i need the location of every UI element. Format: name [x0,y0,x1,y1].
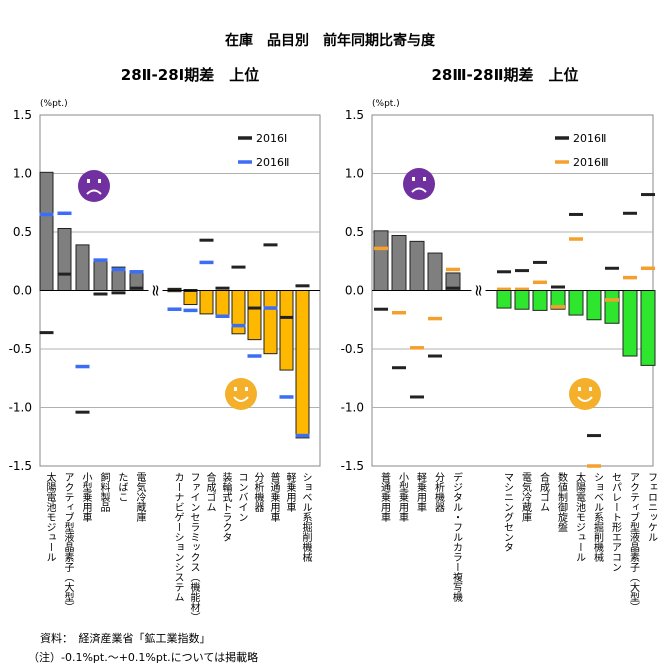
y-tick-label: 0.0 [345,284,364,298]
category-label-left-9: 合成ゴム [204,471,216,512]
y-tick-label: 1.0 [13,167,32,181]
bar-left-12 [247,290,262,341]
category-label-right-14: フェロニッケル [646,472,658,542]
category-label-left-10: 装輪式トラクタ [220,471,232,542]
source-note: 資料： 経済産業省「鉱工業指数」 [40,631,211,645]
bar-right-11 [586,290,602,321]
category-label-left-5: たばこ [116,472,128,502]
panel-right-unit-label: (%pt.) [372,99,400,109]
axis-break-mark: ≈ [147,284,166,297]
y-tick-label: 0.5 [13,225,32,239]
bar-right-4 [427,252,443,291]
category-label-right-5: デジタル・フルカラー複写機 [451,471,463,603]
category-label-right-10: 太陽電池モジュール [574,471,586,562]
bar-left-4 [93,259,108,291]
bar-left-10 [215,290,230,317]
legend-label-left-2: 2016Ⅱ [256,156,289,169]
axis-break-gap [471,282,486,299]
category-label-right-3: 軽乗用車 [415,472,427,513]
bar-left-2 [57,227,72,292]
legend-label-right-1: 2016Ⅱ [573,132,606,145]
bar-right-8 [532,290,548,311]
legend-label-right-2: 2016Ⅲ [573,156,609,169]
category-label-left-11: コンバイン [236,472,248,522]
y-tick-label: 1.0 [345,167,364,181]
panel-right: 28Ⅲ-28Ⅱ期差 上位 (%pt.) 1.5 1.0 0.5 0.0 -0.5 -1.0… [341,66,658,612]
category-label-left-2: アクティブ型液晶素子（大型） [62,472,74,612]
footnote: （注）-0.1%pt.～+0.1%pt.については掲載略 [28,650,258,664]
category-label-right-9: 数値制御旋盤 [556,471,568,532]
axis-break-gap [148,282,163,299]
panel-left-title: 28Ⅱ-28Ⅰ期差 上位 [121,66,259,84]
axis-break-mark: ≈ [470,284,489,297]
category-label-left-6: 電気冷蔵庫 [134,472,146,523]
bar-right-10 [568,290,584,316]
y-tick-label: 1.5 [13,108,32,122]
category-label-left-8: ファインセラミックス（機能材） [188,472,200,622]
panel-left-unit-label: (%pt.) [40,99,68,109]
category-label-right-11: ショベル系掘削機械 [592,472,604,563]
bar-right-13 [622,290,638,357]
smiley-face-icon [569,378,601,410]
category-label-left-15: ショベル系掘削機械 [300,472,312,563]
category-label-right-6: マシニングセンタ [502,472,514,552]
y-tick-label: 0.5 [345,225,364,239]
panel-left: 28Ⅱ-28Ⅰ期差 上位 (%pt.) 1.5 1.0 0.5 0.0 -0.5 -1.0… [9,66,321,622]
category-label-right-4: 分析機器 [433,472,445,513]
y-tick-label: 0.0 [13,284,32,298]
bar-left-3 [75,244,90,291]
legend-label-left-1: 2016Ⅰ [256,132,287,145]
category-label-left-3: 小型乗用車 [80,472,92,523]
smiley-face-icon [225,378,257,410]
bar-right-12 [604,290,620,324]
category-label-left-1: 太陽電池モジュール [44,471,56,562]
bar-left-9 [199,290,214,315]
bar-left-14 [279,290,294,371]
bar-right-2 [391,235,407,291]
bar-right-7 [514,290,530,310]
category-label-left-4: 飼料製品 [98,471,110,513]
category-label-right-13: アクティブ型液晶素子（大型） [628,472,640,612]
sad-face-icon [403,168,435,200]
category-label-right-2: 小型乗用車 [397,472,409,523]
category-label-left-7: カーナビゲーションシステム [172,472,184,602]
y-tick-label: -1.5 [9,459,32,473]
panel-right-title: 28Ⅲ-28Ⅱ期差 上位 [431,66,578,84]
y-tick-label: 1.5 [345,108,364,122]
category-label-right-8: 合成ゴム [538,471,550,512]
category-label-right-7: 電気冷蔵庫 [520,472,532,523]
bar-right-3 [409,240,425,291]
category-label-left-12: 分析機器 [252,472,264,513]
bar-left-8 [183,290,198,306]
category-label-right-12: セパレート形エアコン [610,472,622,572]
category-label-left-14: 軽乗用車 [284,472,296,513]
bar-right-14 [640,290,656,366]
y-tick-label: -1.0 [341,401,364,415]
y-tick-label: -0.5 [9,342,32,356]
category-label-left-13: 普通乗用車 [268,471,280,523]
bar-right-1 [373,230,389,291]
y-tick-label: -1.5 [341,459,364,473]
bar-left-1 [39,171,54,291]
main-title: 在庫 品目別 前年同期比寄与度 [225,32,436,49]
category-label-right-1: 普通乗用車 [379,471,391,523]
sad-face-icon [78,170,110,202]
bar-left-15 [295,290,310,439]
bar-left-13 [263,290,278,355]
bar-right-6 [496,290,512,309]
y-tick-label: -1.0 [9,401,32,415]
y-tick-label: -0.5 [341,342,364,356]
